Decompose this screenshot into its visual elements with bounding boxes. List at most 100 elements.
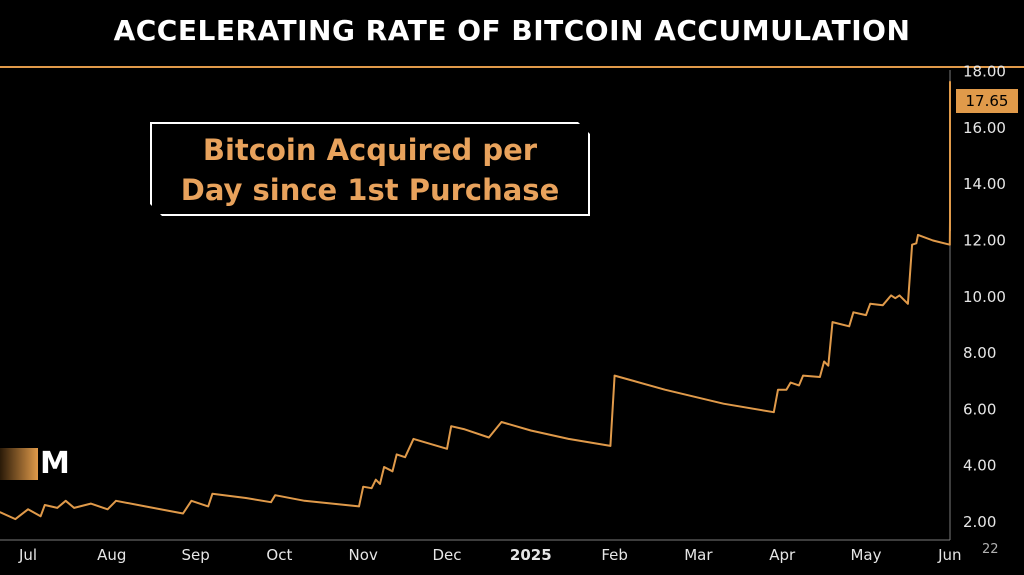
data-point: [44, 504, 46, 506]
data-point: [932, 239, 934, 242]
y-tick-label: 10.00: [963, 288, 1006, 306]
data-point: [911, 243, 913, 246]
data-point: [144, 505, 147, 508]
data-point: [949, 201, 951, 204]
data-point: [395, 453, 398, 456]
data-point: [819, 376, 821, 378]
data-point: [358, 505, 360, 508]
data-point: [949, 198, 951, 201]
data-point: [882, 304, 884, 307]
data-point: [852, 311, 855, 314]
data-point: [412, 438, 415, 440]
data-point: [777, 388, 779, 391]
data-point: [949, 229, 951, 232]
y-tick-label: 4.00: [963, 457, 996, 475]
data-point: [722, 402, 725, 405]
data-point: [56, 507, 59, 509]
x-tick-label: Nov: [349, 546, 378, 564]
data-point: [890, 294, 892, 297]
x-tick-label: Apr: [769, 546, 796, 564]
data-point: [869, 303, 871, 305]
data-point: [789, 381, 792, 384]
data-point: [664, 388, 666, 391]
data-point: [613, 374, 616, 377]
data-point: [182, 512, 184, 515]
data-point: [823, 360, 825, 363]
y-tick-label: 16.00: [963, 119, 1006, 137]
data-point: [391, 470, 394, 473]
annotation-frame: [150, 122, 590, 216]
data-point: [274, 494, 277, 497]
data-point: [64, 500, 67, 502]
data-point: [0, 511, 1, 513]
data-point: [375, 478, 377, 481]
data-point: [303, 500, 306, 502]
x-tick-label: Aug: [97, 546, 126, 564]
y-tick-label: 14.00: [963, 175, 1006, 193]
data-point: [949, 205, 951, 208]
annotation-callout: Bitcoin Acquired per Day since 1st Purch…: [150, 130, 590, 210]
data-point: [949, 194, 951, 197]
data-point: [211, 493, 214, 495]
data-point: [949, 204, 951, 207]
data-point: [915, 242, 918, 245]
data-point: [500, 421, 503, 423]
data-point: [949, 170, 951, 173]
data-point: [14, 518, 17, 520]
brand-logo: M: [0, 446, 76, 481]
data-point: [115, 500, 117, 502]
data-point: [907, 303, 909, 305]
page-title: ACCELERATING RATE OF BITCOIN ACCUMULATIO…: [113, 14, 911, 47]
data-point: [190, 500, 193, 502]
data-point: [488, 436, 490, 439]
data-point: [362, 485, 365, 488]
data-point: [73, 507, 75, 509]
y-tick-label: 12.00: [963, 231, 1006, 249]
data-point: [106, 508, 109, 511]
logo-letter: M: [40, 446, 70, 481]
data-point: [831, 321, 834, 323]
y-axis-ticks: 2.00 4.00 6.00 8.00 10.00 12.00 14.00 16.00 18.0…: [963, 63, 1006, 531]
x-tick-label: Feb: [601, 546, 628, 564]
data-point: [245, 497, 247, 499]
data-point: [609, 445, 612, 447]
data-point: [39, 515, 42, 518]
data-point: [370, 487, 373, 490]
series-layer: [0, 80, 951, 521]
data-point: [379, 483, 381, 485]
x-tick-label: Mar: [684, 546, 713, 564]
data-point: [898, 294, 901, 297]
data-point: [798, 384, 800, 387]
data-point: [949, 224, 951, 226]
data-point: [949, 118, 951, 121]
data-point: [949, 166, 951, 169]
data-point: [773, 411, 775, 414]
data-point: [567, 438, 570, 440]
data-point: [949, 80, 951, 83]
data-point: [463, 428, 465, 430]
data-point: [450, 425, 453, 428]
logo-gradient-bar: [0, 448, 38, 480]
annotation-line-2: Day since 1st Purchase: [180, 173, 560, 207]
data-point: [90, 502, 92, 505]
annotation-line-1: Bitcoin Acquired per: [202, 133, 538, 167]
x-tick-label: 2025: [510, 546, 552, 564]
data-point: [446, 448, 448, 450]
x-tick-label: Oct: [266, 546, 292, 564]
x-axis-ticks: Jul Aug Sep Oct Nov Dec 2025 Feb Mar Apr May Jun: [18, 546, 962, 564]
data-point: [27, 508, 29, 511]
data-point: [848, 325, 850, 328]
x-tick-label: Jun: [937, 546, 961, 564]
corner-number: 22: [982, 542, 999, 557]
data-point: [404, 456, 406, 459]
x-tick-label: Sep: [181, 546, 209, 564]
data-point: [802, 374, 804, 377]
x-tick-label: Dec: [432, 546, 461, 564]
data-point: [949, 243, 951, 246]
x-tick-label: Jul: [18, 546, 37, 564]
data-point: [827, 364, 830, 367]
x-tick-label: May: [850, 546, 881, 564]
data-point: [785, 388, 788, 391]
last-value-badge: 17.65: [956, 89, 1018, 113]
data-point: [894, 297, 897, 300]
